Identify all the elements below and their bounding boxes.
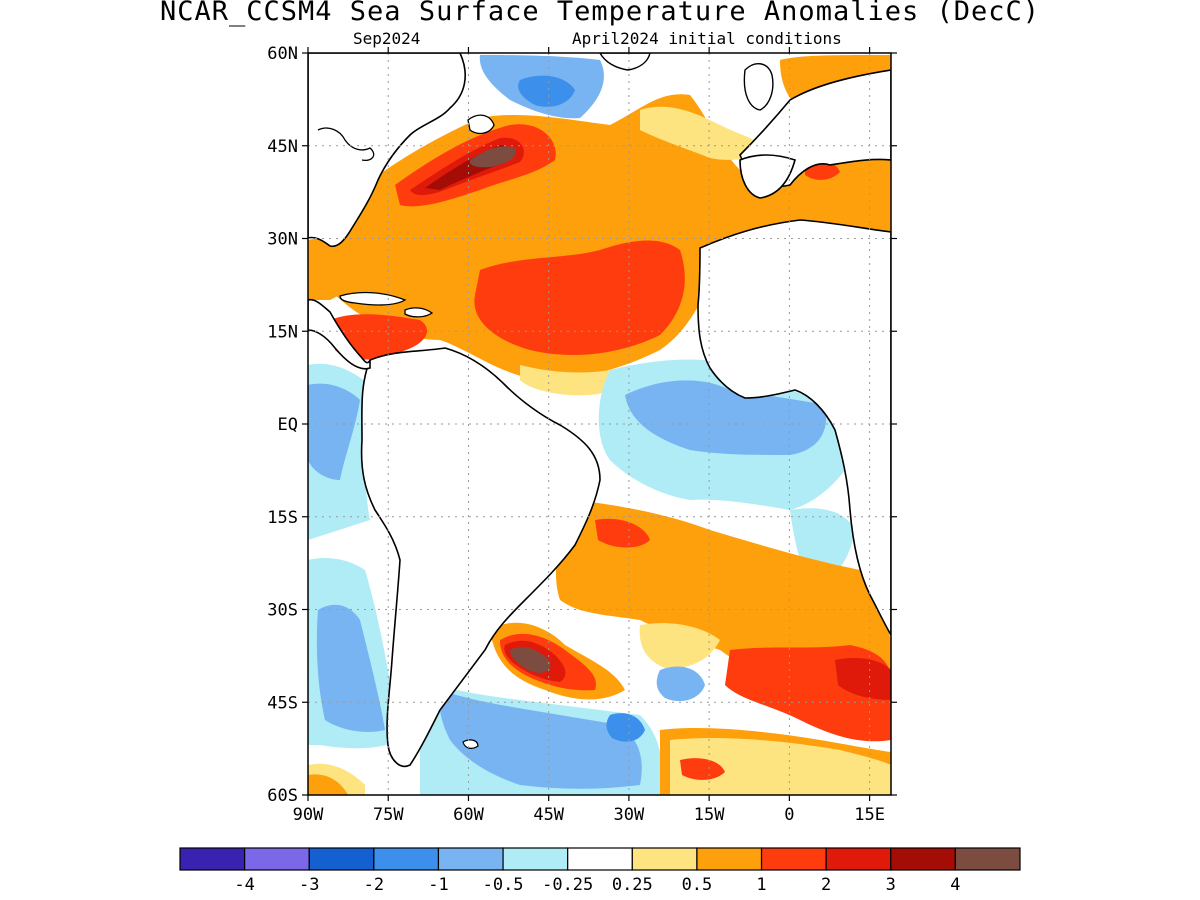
- gulf-stream-peak: [469, 146, 516, 168]
- confluence-peak: [510, 647, 551, 673]
- longitude-tick-label: 60W: [453, 805, 484, 825]
- colorbar-label: 1: [756, 875, 766, 895]
- falklands-land: [462, 739, 479, 749]
- anomaly-field: [308, 53, 891, 795]
- southern-ocean-coldest: [606, 713, 645, 742]
- longitude-tick-label: 30W: [614, 805, 645, 825]
- graticule: [308, 53, 891, 795]
- greenland-tip-land: [599, 53, 651, 71]
- forecast-month-label: Sep2024: [353, 29, 421, 48]
- newfoundland-land: [467, 114, 495, 135]
- central-america-land: [308, 298, 371, 370]
- colorbar-label: 4: [950, 875, 960, 895]
- initial-conditions-label: April2024 initial conditions: [572, 29, 842, 48]
- south-atlantic-cool-patch: [656, 666, 705, 702]
- latitude-tick-label: 60N: [267, 44, 298, 64]
- southeast-pacific-cooler: [316, 604, 385, 732]
- latitude-tick-label: 15S: [267, 508, 298, 528]
- colorbar-swatch: [760, 847, 827, 871]
- east-pacific-cooler: [308, 383, 360, 480]
- colorbar-label: -0.5: [483, 875, 524, 895]
- southeast-light-warm-band: [670, 738, 891, 795]
- longitude-tick-label: 15W: [694, 805, 725, 825]
- colorbar-swatch: [437, 847, 504, 871]
- colorbar-label: -0.25: [542, 875, 593, 895]
- colorbar-label: -2: [364, 875, 384, 895]
- colorbar-swatch: [954, 847, 1021, 871]
- southwest-atlantic-light-warm: [639, 623, 720, 669]
- longitude-axis: 90W 75W 60W 45W 30W 15W 0 15E: [293, 47, 885, 825]
- latitude-tick-label: 30N: [267, 230, 298, 250]
- colorbar-swatch: [890, 847, 956, 871]
- cuba-land: [339, 291, 407, 306]
- latitude-tick-label: 30S: [267, 601, 298, 621]
- longitude-tick-label: 90W: [293, 805, 324, 825]
- colorbar-swatch: [502, 847, 569, 871]
- colorbar-label: 3: [886, 875, 896, 895]
- longitude-tick-label: 45W: [533, 805, 564, 825]
- colorbar-swatch: [696, 847, 763, 871]
- drake-passage-warm: [308, 774, 348, 795]
- colorbar-label: -1: [428, 875, 448, 895]
- north-america-land: [308, 53, 466, 248]
- latitude-axis: 60N 45N 30N 15N EQ 15S 30S 45S 60S: [267, 44, 897, 806]
- southeast-strong-warm-patch: [680, 758, 725, 780]
- latitude-tick-label: 45N: [267, 137, 298, 157]
- caribbean-warm-region: [308, 238, 360, 300]
- north-atlantic-strong-warm: [474, 240, 685, 355]
- great-lakes-outline: [317, 127, 375, 161]
- latitude-tick-label: 45S: [267, 693, 298, 713]
- longitude-tick-label: 15E: [854, 805, 885, 825]
- subpolar-colder-region: [518, 75, 575, 107]
- colorbar-label: -4: [234, 875, 254, 895]
- colorbar-swatch: [179, 847, 246, 871]
- tropical-atlantic-cooler: [625, 380, 827, 455]
- africa-land: [697, 219, 891, 637]
- colorbar-swatch: [373, 847, 440, 871]
- southeast-atlantic-very-warm: [835, 658, 891, 700]
- colorbar-label: 2: [821, 875, 831, 895]
- colorbar-swatch: [567, 847, 633, 871]
- iberia-land: [739, 154, 796, 199]
- northern-light-warm: [640, 106, 770, 160]
- south-america-land: [360, 347, 601, 767]
- colorbar-swatch: [825, 847, 892, 871]
- colorbar-label: 0.5: [682, 875, 713, 895]
- colorbar-swatch: [244, 847, 310, 871]
- british-isles-land: [743, 63, 774, 111]
- longitude-tick-label: 75W: [373, 805, 404, 825]
- map-title: NCAR_CCSM4 Sea Surface Temperature Anoma…: [159, 0, 1041, 27]
- colorbar-label: 0.25: [612, 875, 653, 895]
- southern-ocean-cooler: [439, 690, 642, 789]
- colorbar-swatch: [308, 847, 375, 871]
- latitude-tick-label: 15N: [267, 322, 298, 342]
- south-atlantic-strong-warm: [595, 518, 650, 548]
- colorbar: -4 -3 -2 -1 -0.5 -0.25 0.25 0.5 1 2 3 4: [179, 847, 1021, 895]
- colorbar-label: -3: [299, 875, 319, 895]
- longitude-tick-label: 0: [784, 805, 794, 825]
- latitude-tick-label: EQ: [278, 415, 298, 435]
- colorbar-swatch: [631, 847, 698, 871]
- hispaniola-land: [404, 307, 434, 318]
- latitude-tick-label: 60S: [267, 786, 298, 806]
